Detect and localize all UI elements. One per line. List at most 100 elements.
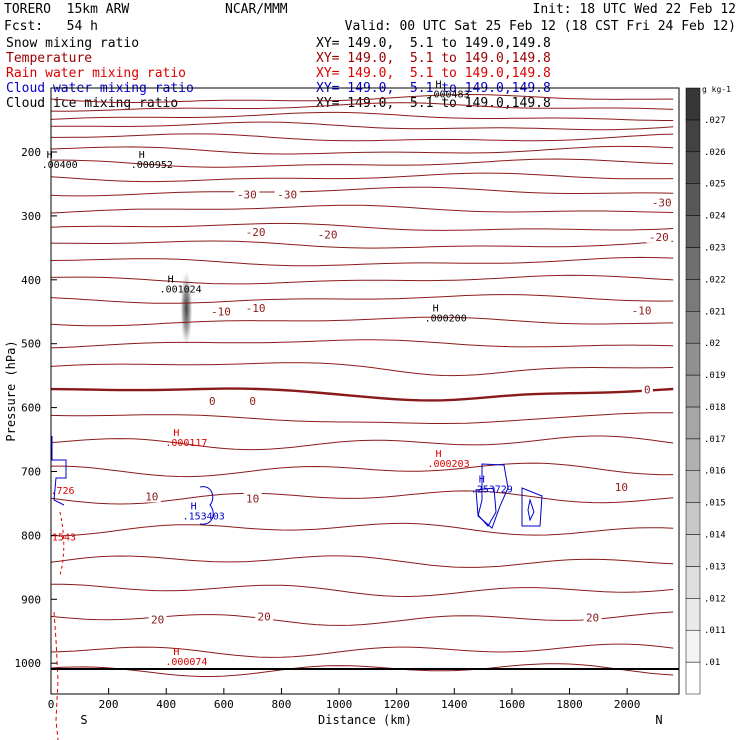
- x-tick-label-3: 600: [214, 698, 234, 711]
- maximum-marker-h: H: [173, 428, 179, 439]
- temperature-contour: [50, 643, 674, 658]
- temperature-contour: [50, 339, 674, 349]
- colorbar-segment: [685, 534, 701, 567]
- colorbar-level-label: .024: [704, 212, 726, 222]
- maximum-marker-h: H: [139, 150, 145, 161]
- maximum-marker-h: H: [47, 150, 53, 161]
- temperature-contour: [51, 462, 674, 478]
- colorbar-segment: [685, 406, 701, 440]
- colorbar-level-label: .022: [704, 275, 726, 285]
- temperature-contour: [50, 583, 674, 598]
- colorbar-level-label: .012: [704, 594, 726, 604]
- y-tick-label-7: 900: [21, 593, 41, 606]
- y-tick-label-5: 700: [21, 466, 41, 479]
- temperature-label-bg: [646, 230, 672, 243]
- y-tick-label-1: 300: [21, 210, 41, 223]
- temperature-label-bg: [255, 610, 274, 623]
- y-tick-label-4: 600: [21, 402, 41, 415]
- cloud-water-contour: [527, 498, 535, 522]
- x-tick-label-7: 1400: [441, 698, 468, 711]
- maximum-value-label: .000483: [427, 90, 469, 101]
- temperature-contour-label: 20: [151, 614, 164, 627]
- y-tick-label-0: 200: [21, 146, 41, 159]
- temperature-label-bg: [649, 196, 675, 209]
- maximum-marker-h: H: [479, 475, 485, 486]
- colorbar-level-label: .014: [704, 531, 726, 541]
- temperature-contour: [50, 362, 674, 377]
- temperature-contour: [50, 611, 674, 626]
- maximum-marker-h: H: [436, 80, 442, 91]
- colorbar-level-label: .02: [704, 339, 720, 349]
- temperature-contour-label: -30: [277, 189, 297, 202]
- colorbar-level-label: .017: [704, 435, 726, 445]
- colorbar-segment: [685, 119, 701, 153]
- temperature-label-bg: [243, 492, 262, 505]
- colorbar-level-label: .019: [704, 371, 726, 381]
- maximum-value-label: .153403: [183, 511, 225, 522]
- temperature-contour-label: 0: [644, 384, 651, 397]
- colorbar-level-label: .026: [704, 148, 726, 158]
- temperature-contour-label: 0: [249, 395, 256, 408]
- temperature-contour: [50, 145, 674, 155]
- cloud-water-contour: [521, 487, 543, 527]
- colorbar-level-label: .025: [704, 180, 726, 190]
- colorbar-level-label: .018: [704, 403, 726, 413]
- colorbar-unit: g kg-1: [702, 85, 731, 94]
- rain-contour: [59, 511, 65, 576]
- forecast-hour: Fcst: 54 h: [4, 19, 98, 34]
- x-tick-label-8: 1600: [499, 698, 526, 711]
- maximum-value-label: .000952: [131, 160, 173, 171]
- maximum-marker-h: H: [168, 275, 174, 286]
- temperature-label-bg: [243, 301, 269, 314]
- maximum-value-label: .000117: [165, 438, 207, 449]
- temperature-contour-label: 20: [258, 610, 271, 623]
- temperature-contour: [50, 412, 674, 424]
- y-tick-label-2: 400: [21, 274, 41, 287]
- x-tick-label-2: 400: [156, 698, 176, 711]
- cloud-water-contour: [477, 463, 509, 529]
- colorbar-segment: [685, 438, 701, 471]
- colorbar-segment: [685, 470, 701, 503]
- temperature-contour: [50, 186, 674, 197]
- legend-xy-rain: XY= 149.0, 5.1 to 149.0,149.8: [316, 66, 551, 81]
- temperature-label-bg: [583, 611, 602, 624]
- temperature-contour-label: -20: [246, 226, 266, 239]
- model-name: TORERO 15km ARW: [4, 2, 130, 17]
- temperature-label-bg: [315, 228, 341, 241]
- legend-xy-temperature: XY= 149.0, 5.1 to 149.0,149.8: [316, 51, 551, 66]
- temperature-label-bg: [142, 490, 161, 503]
- maximum-value-label: .000203: [427, 459, 469, 470]
- temperature-contour-label: -10: [211, 306, 231, 319]
- colorbar-level-label: .016: [704, 467, 726, 477]
- temperature-contour: [50, 102, 674, 112]
- x-tick-label-6: 1200: [383, 698, 410, 711]
- colorbar-segment: [685, 342, 701, 376]
- temperature-contour: [50, 294, 674, 304]
- maximum-marker-h: H: [436, 449, 442, 460]
- maximum-marker-h: H: [433, 303, 439, 314]
- temperature-label-bg: [234, 188, 260, 201]
- colorbar-level-label: .011: [704, 626, 726, 636]
- legend-label-snow: Snow mixing ratio: [6, 36, 140, 51]
- legend-label-rain: Rain water mixing ratio: [6, 66, 187, 81]
- temperature-contour: [50, 172, 674, 183]
- temperature-contour: [50, 387, 674, 402]
- legend-xy-snow: XY= 149.0, 5.1 to 149.0,149.8: [316, 36, 551, 51]
- colorbar-segment: [685, 374, 701, 408]
- maximum-value-label: .253729: [471, 485, 513, 496]
- x-axis-title: Distance (km): [318, 713, 412, 727]
- x-tick-label-1: 200: [99, 698, 119, 711]
- cloud-water-contour: [51, 436, 67, 506]
- maximum-value-label: .001024: [160, 285, 202, 296]
- maximum-value-label: 1543: [52, 533, 76, 544]
- temperature-contour: [51, 133, 674, 142]
- maximum-marker-h: H: [191, 501, 197, 512]
- temperature-contour-label: 20: [586, 612, 599, 625]
- colorbar-segment: [685, 183, 701, 216]
- colorbar-segment: [685, 661, 701, 695]
- maximum-value-label: .726: [50, 486, 74, 497]
- y-tick-label-3: 500: [21, 338, 41, 351]
- y-tick-label-6: 800: [21, 529, 41, 542]
- temperature-label-bg: [243, 225, 269, 238]
